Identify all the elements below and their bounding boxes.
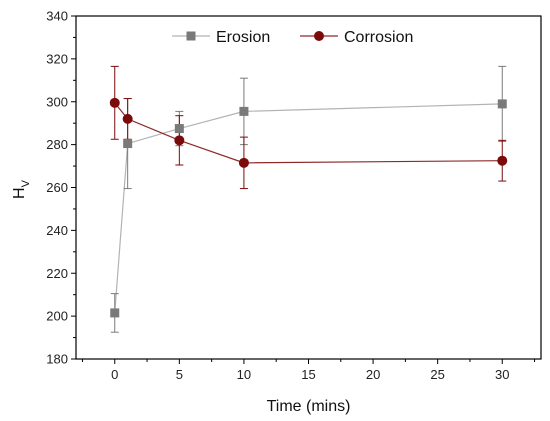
x-tick-label: 15: [301, 367, 315, 382]
erosion-line: [114, 103, 503, 313]
erosion-point: [110, 308, 120, 318]
erosion-point: [239, 106, 249, 116]
x-axis: 0 5 10 15 20 25 30: [81, 359, 536, 382]
y-tick-label: 240: [46, 223, 68, 238]
corrosion-point: [174, 135, 185, 146]
erosion-point: [497, 99, 507, 109]
y-tick-label: 280: [46, 137, 68, 152]
plot-frame: [75, 15, 542, 360]
y-tick-label: 180: [46, 352, 68, 367]
x-tick-label: 20: [366, 367, 380, 382]
legend-erosion-marker: [186, 31, 196, 41]
y-axis: 180 200 220 240 260 280 300 320 340: [46, 9, 76, 367]
y-tick-label: 200: [46, 309, 68, 324]
y-tick-label: 260: [46, 180, 68, 195]
x-tick-label: 0: [111, 367, 118, 382]
plot-content: [109, 65, 508, 333]
x-tick-label: 10: [237, 367, 251, 382]
corrosion-point: [109, 97, 120, 108]
corrosion-point: [497, 155, 508, 166]
legend-corrosion-label: Corrosion: [344, 29, 413, 46]
y-tick-label: 320: [46, 51, 68, 66]
erosion-point: [123, 139, 133, 149]
corrosion-point: [122, 113, 133, 124]
x-tick-label: 5: [176, 367, 183, 382]
y-axis-title-main: H: [11, 187, 28, 199]
corrosion-point: [238, 157, 249, 168]
corrosion-line: [114, 102, 503, 164]
y-tick-label: 340: [46, 9, 68, 24]
legend: Erosion Corrosion: [172, 29, 413, 46]
erosion-point: [174, 124, 184, 134]
y-axis-title-sub: V: [20, 179, 32, 187]
legend-corrosion-marker: [314, 31, 324, 41]
legend-erosion-label: Erosion: [216, 29, 270, 46]
y-tick-label: 300: [46, 94, 68, 109]
y-tick-label: 220: [46, 266, 68, 281]
x-axis-title: Time (mins): [267, 398, 351, 415]
x-tick-label: 25: [430, 367, 444, 382]
y-axis-title: HV: [11, 179, 32, 199]
x-tick-label: 30: [495, 367, 509, 382]
